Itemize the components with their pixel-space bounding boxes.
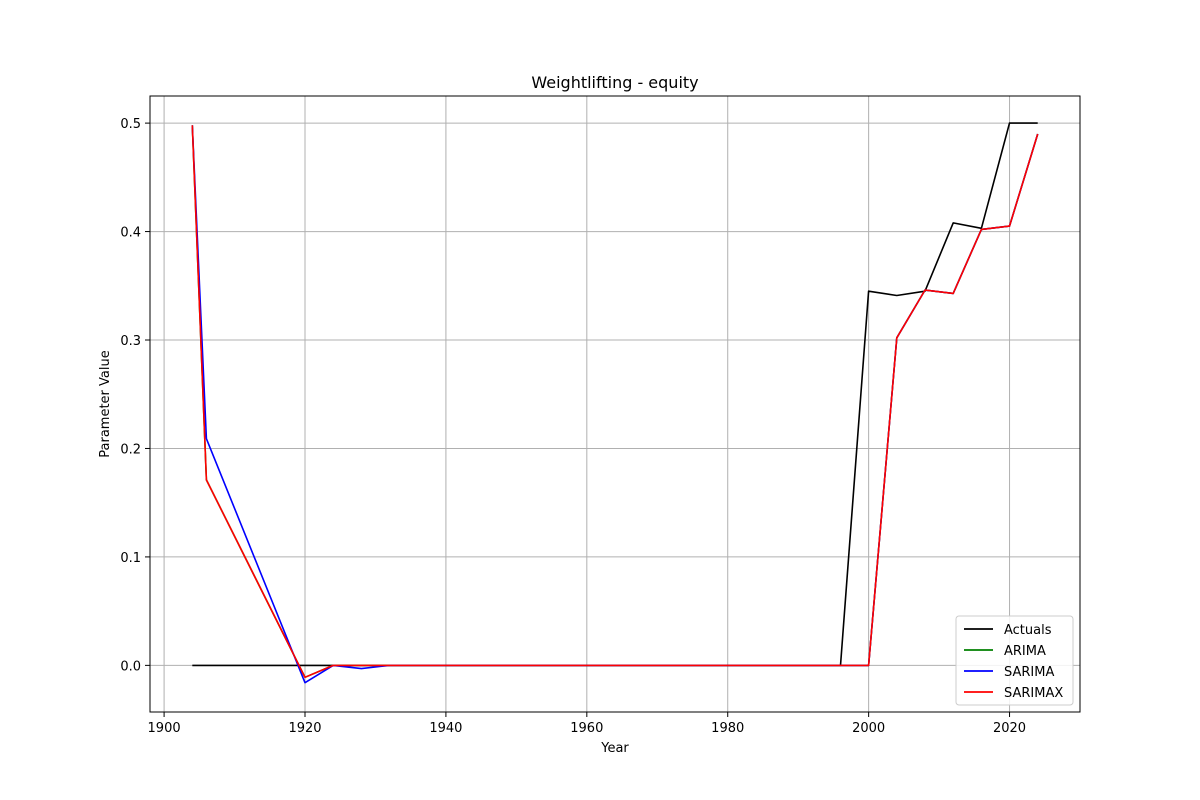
y-tick-label: 0.0 <box>120 659 141 674</box>
legend-label-arima: ARIMA <box>1004 644 1046 659</box>
x-tick-label: 1980 <box>711 721 744 736</box>
y-tick-label: 0.3 <box>120 334 141 349</box>
x-tick-label: 1960 <box>570 721 603 736</box>
axis-ticks: 1900 1920 1940 1960 1980 2000 2020 0.0 0.1 0.2 0.3… <box>120 117 1026 736</box>
y-tick-label: 0.1 <box>120 551 141 566</box>
x-tick-label: 2020 <box>993 721 1026 736</box>
x-tick-label: 1940 <box>429 721 462 736</box>
legend-label-sarimax: SARIMAX <box>1004 686 1063 701</box>
legend-box <box>955 615 1074 706</box>
legend: Actuals ARIMA SARIMA SARIMAX <box>955 615 1074 706</box>
y-tick-label: 0.5 <box>120 117 141 132</box>
x-tick-label: 1920 <box>288 721 321 736</box>
legend-label-sarima: SARIMA <box>1004 665 1054 680</box>
x-tick-label: 1900 <box>148 721 181 736</box>
plot-frame <box>149 95 1081 713</box>
chart-title: Weightlifting - equity <box>531 73 698 92</box>
x-tick-label: 2000 <box>852 721 885 736</box>
legend-label-actuals: Actuals <box>1004 623 1052 638</box>
y-tick-label: 0.4 <box>120 226 141 241</box>
series-line-sarimax <box>191 125 1039 679</box>
y-tick-label: 0.2 <box>120 442 141 457</box>
x-axis-title: Year <box>600 741 629 756</box>
series-lines <box>191 122 1039 684</box>
y-axis-title: Parameter Value <box>98 350 113 457</box>
